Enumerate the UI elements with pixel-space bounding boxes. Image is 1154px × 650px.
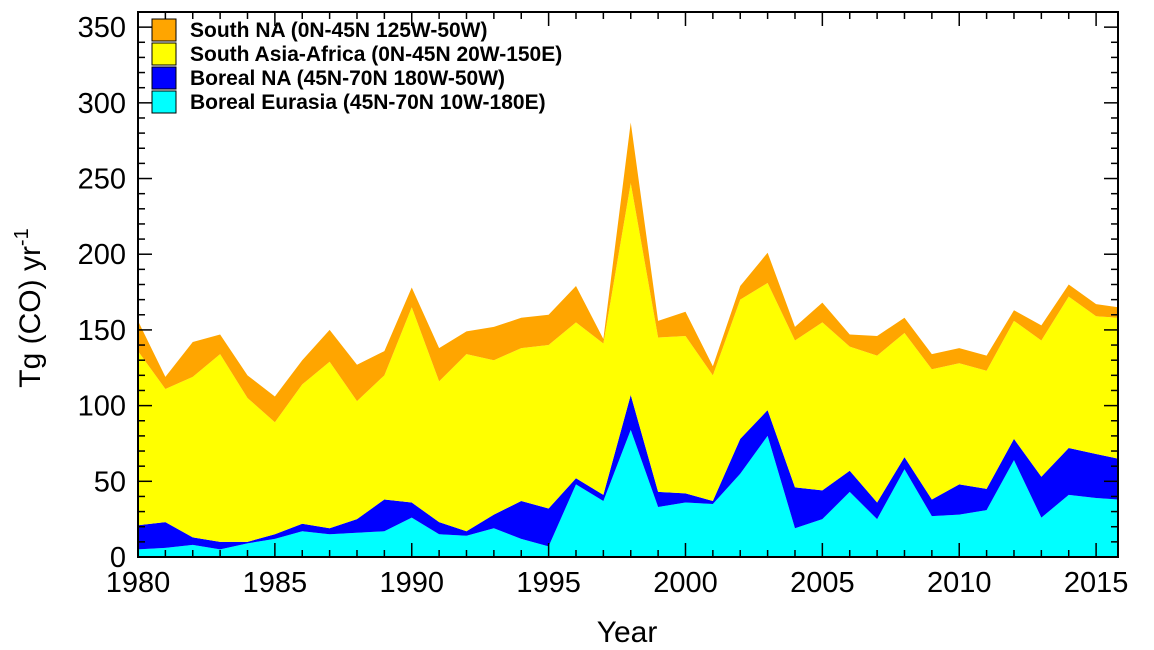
legend-swatch (151, 90, 177, 114)
y-tick-labels: 0 50 100 150 200 250 300 350 (78, 12, 126, 574)
x-tick-label: 2000 (653, 567, 718, 599)
x-tick-label: 1995 (516, 567, 581, 599)
legend-label: Boreal NA (45N-70N 180W-50W) (190, 67, 505, 90)
legend-swatch (151, 18, 177, 42)
area-series-2 (138, 183, 1118, 542)
x-tick-label: 1985 (243, 567, 308, 599)
x-tick-label: 1990 (379, 567, 444, 599)
legend-label: South Asia-Africa (0N-45N 20W-150E) (190, 43, 562, 66)
x-axis-title: Year (597, 616, 658, 649)
area-series-3 (138, 122, 1118, 423)
x-tick-label: 2015 (1064, 567, 1129, 599)
y-tick-label: 100 (78, 391, 126, 423)
x-tick-label: 2010 (927, 567, 992, 599)
legend: South NA (0N-45N 125W-50W)South Asia-Afr… (151, 18, 562, 114)
y-tick-label: 350 (78, 12, 126, 44)
legend-label: South NA (0N-45N 125W-50W) (190, 19, 488, 42)
y-tick-label: 150 (78, 315, 126, 347)
y-tick-label: 250 (78, 164, 126, 196)
y-axis-title-main: Tg (CO) yr (14, 246, 47, 388)
x-tick-label: 2005 (790, 567, 855, 599)
legend-label: Boreal Eurasia (45N-70N 10W-180E) (190, 91, 546, 114)
area-series-0 (138, 429, 1118, 557)
axis-ticks (137, 11, 1118, 558)
y-tick-label: 200 (78, 239, 126, 271)
y-tick-label: 0 (110, 542, 126, 574)
x-tick-labels: 1980 1985 1990 1995 2000 2005 2010 2015 (106, 567, 1129, 599)
legend-swatch (151, 42, 177, 66)
stacked-areas (138, 122, 1118, 557)
y-tick-label: 50 (94, 466, 126, 498)
y-axis-title: Tg (CO) yr-1 (11, 228, 47, 387)
y-tick-label: 300 (78, 88, 126, 120)
area-series-1 (138, 395, 1118, 550)
legend-swatch (151, 66, 177, 90)
x-tick-label: 1980 (106, 567, 171, 599)
y-axis-title-superscript: -1 (11, 228, 33, 246)
